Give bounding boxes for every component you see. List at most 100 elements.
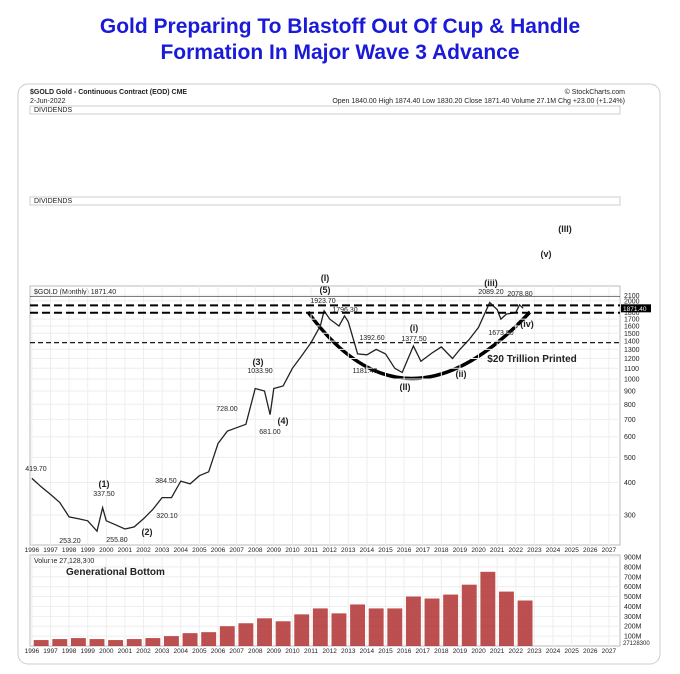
- volume-bar: [387, 608, 403, 646]
- y-tick-label: 900M: [624, 554, 642, 561]
- x-tick-label: 2024: [546, 648, 561, 655]
- x-tick-label: 2016: [397, 547, 412, 554]
- volume-bar: [257, 618, 272, 646]
- annotation: (i): [410, 323, 419, 333]
- volume-bar: [33, 640, 49, 646]
- y-tick-label: 300: [624, 512, 636, 519]
- annotation: 1796.30: [332, 307, 357, 314]
- x-tick-label: 2017: [415, 547, 430, 554]
- x-tick-label: 1997: [43, 547, 58, 554]
- volume-bar: [499, 591, 514, 646]
- y-tick-label: 2100: [624, 293, 640, 300]
- volume-bar: [182, 633, 198, 646]
- x-tick-label: 2011: [304, 547, 318, 554]
- volume-bar: [424, 598, 440, 646]
- volume-bar: [312, 608, 328, 646]
- annotation: (iv): [520, 319, 534, 329]
- x-tick-label: 1999: [80, 648, 95, 655]
- x-tick-label: 2024: [546, 547, 561, 554]
- x-tick-label: 2012: [322, 648, 337, 655]
- x-tick-label: 2017: [415, 648, 430, 655]
- y-tick-label: 600M: [624, 584, 642, 591]
- x-tick-label: 2006: [211, 547, 226, 554]
- volume-bar: [164, 636, 179, 646]
- dividend-panel: [29, 196, 621, 206]
- y-tick-label: 800: [624, 402, 636, 409]
- x-tick-label: 2015: [378, 547, 393, 554]
- x-tick-label: 2027: [602, 648, 617, 655]
- price-legend: $GOLD (Monthly) 1871.40: [34, 289, 116, 296]
- y-tick-label: 700M: [624, 574, 642, 581]
- y-tick-label: 700: [624, 417, 636, 424]
- y-tick-label: 1700: [624, 317, 640, 324]
- y-tick-label: 1600: [624, 323, 640, 330]
- x-tick-label: 1996: [25, 547, 40, 554]
- x-tick-label: 2000: [99, 648, 114, 655]
- x-tick-label: 2010: [285, 547, 300, 554]
- annotation: 2089.20: [478, 289, 503, 296]
- annotation: (I): [321, 273, 330, 283]
- x-tick-label: 2026: [583, 648, 598, 655]
- price-panel: [29, 285, 621, 546]
- x-tick-label: 2005: [192, 547, 207, 554]
- x-tick-label: 2013: [341, 648, 356, 655]
- volume-bar: [70, 638, 86, 646]
- quote: Open 1840.00 High 1874.40 Low 1830.20 Cl…: [332, 98, 625, 105]
- volume-bar: [350, 604, 366, 646]
- y-tick-label: 300M: [624, 614, 642, 621]
- x-tick-label: 1996: [25, 648, 40, 655]
- x-tick-label: 2008: [248, 648, 263, 655]
- source: © StockCharts.com: [565, 88, 626, 96]
- x-tick-label: 2004: [174, 547, 189, 554]
- annotation: 681.00: [259, 429, 281, 436]
- symbol: $GOLD Gold - Continuous Contract (EOD) C…: [30, 89, 187, 96]
- x-tick-label: 2004: [174, 648, 189, 655]
- x-tick-label: 2012: [322, 547, 337, 554]
- x-tick-label: 2018: [434, 547, 449, 554]
- annotation: 1181.40: [353, 368, 378, 375]
- x-tick-label: 2013: [341, 547, 356, 554]
- annotation: 1377.50: [401, 336, 426, 343]
- x-tick-label: 2007: [229, 648, 244, 655]
- x-tick-label: 2003: [155, 547, 170, 554]
- x-tick-label: 2021: [490, 648, 505, 655]
- date: 2-Jun-2022: [30, 98, 66, 105]
- x-tick-label: 2021: [490, 547, 505, 554]
- dividend-label: DIVIDENDS: [34, 107, 72, 114]
- x-tick-label: 2023: [527, 648, 542, 655]
- y-tick-label: 500: [624, 455, 636, 462]
- x-tick-label: 2010: [285, 648, 300, 655]
- annotation: (iii): [484, 278, 498, 288]
- annotation: (II): [400, 382, 411, 392]
- x-tick-label: 2009: [267, 648, 282, 655]
- annotation: (4): [278, 416, 289, 426]
- annotation: (III): [558, 224, 572, 234]
- volume-bar: [443, 594, 459, 646]
- x-tick-label: 2005: [192, 648, 207, 655]
- volume-bar: [331, 613, 347, 646]
- y-tick-label: 1100: [624, 366, 639, 373]
- volume-bar: [517, 600, 533, 646]
- dividend-panel: [29, 105, 621, 115]
- x-tick-label: 2020: [471, 648, 486, 655]
- y-tick-label: 2000: [624, 298, 640, 305]
- volume-bar: [294, 614, 310, 646]
- x-tick-label: 2014: [360, 547, 375, 554]
- annotation: (1): [99, 479, 110, 489]
- volume-bar: [219, 626, 235, 646]
- dividend-label: DIVIDENDS: [34, 198, 72, 205]
- annotation: (5): [320, 285, 331, 295]
- x-tick-label: 2018: [434, 648, 449, 655]
- x-tick-label: 2026: [583, 547, 598, 554]
- x-tick-label: 2011: [304, 648, 318, 655]
- volume-bar: [368, 608, 384, 646]
- y-tick-label: 400: [624, 480, 636, 487]
- volume-bar: [108, 640, 124, 646]
- x-tick-label: 2001: [118, 547, 133, 554]
- cup-curve: [306, 310, 532, 381]
- annotation: 1033.90: [247, 368, 272, 375]
- x-tick-label: 2022: [509, 547, 524, 554]
- volume-bar: [126, 639, 142, 646]
- annotation: Generational Bottom: [66, 567, 165, 578]
- volume-bar: [405, 596, 421, 646]
